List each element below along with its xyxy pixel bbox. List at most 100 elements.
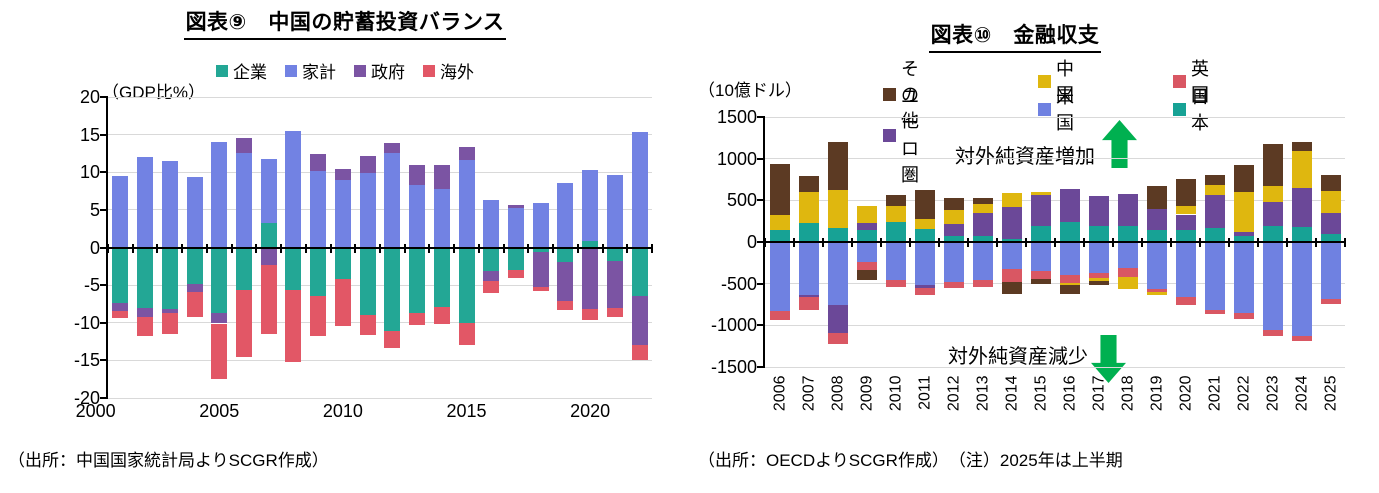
- bar-segment-企業: [260, 222, 277, 248]
- bar-segment-家計: [508, 208, 524, 248]
- left-chart-legend: 企業 家計 政府 海外: [65, 58, 625, 83]
- category-tick: [1112, 238, 1114, 247]
- legend-item-家計: 家計: [285, 58, 336, 83]
- legend-swatch-icon: [883, 128, 896, 142]
- bar-segment-日本: [1320, 234, 1341, 242]
- category-tick: [354, 243, 357, 253]
- bar-segment-日本: [1204, 227, 1225, 242]
- bar-segment-政府: [260, 247, 277, 265]
- bar-segment-政府: [211, 312, 228, 324]
- bar-segment-企業: [458, 247, 475, 323]
- legend-label: 中国: [1056, 59, 1074, 105]
- gridline: [108, 171, 652, 173]
- bar-segment-ユーロ圏: [972, 213, 993, 236]
- gridline: [108, 284, 652, 286]
- category-tick: [851, 238, 853, 247]
- gridline: [765, 199, 1345, 201]
- bar-segment-政府: [359, 156, 376, 173]
- gridline: [765, 324, 1345, 326]
- bar-segment-海外: [458, 322, 475, 346]
- legend-swatch-icon: [1038, 102, 1051, 116]
- legend-swatch-icon: [423, 64, 435, 77]
- bar-segment-英国: [1291, 336, 1312, 341]
- category-tick: [1141, 238, 1143, 247]
- bar-segment-その他: [1204, 174, 1225, 186]
- category-tick: [793, 238, 795, 247]
- y-axis-tick: [757, 157, 765, 160]
- x-tick-label: 2020: [570, 401, 611, 421]
- gridline: [765, 283, 1345, 285]
- left-chart-source: （出所：中国国家統計局よりSCGR作成）: [8, 451, 329, 470]
- bar-segment-家計: [631, 132, 648, 248]
- bar-segment-ユーロ圏: [914, 284, 935, 288]
- bar-segment-企業: [112, 247, 129, 304]
- y-axis-tick: [100, 359, 108, 362]
- y-axis-tick: [100, 321, 108, 324]
- bar-segment-米国: [972, 242, 993, 281]
- category-tick: [996, 238, 998, 247]
- x-tick-label: 2024: [1293, 375, 1310, 412]
- legend-item-政府: 政府: [354, 58, 405, 83]
- bar-segment-その他: [1088, 280, 1109, 285]
- bar-segment-家計: [483, 200, 500, 248]
- bar-segment-家計: [112, 176, 129, 248]
- bar-segment-中国: [1117, 277, 1138, 289]
- legend-label: 政府: [371, 63, 405, 82]
- bar-segment-海外: [310, 296, 327, 336]
- x-tick-label: 2016: [1061, 375, 1078, 412]
- legend-cell: 日本: [1173, 83, 1209, 135]
- bar-segment-中国: [1088, 277, 1109, 281]
- legend-cell: 英国: [1173, 55, 1209, 107]
- bar-segment-海外: [384, 331, 401, 349]
- category-tick: [304, 243, 307, 253]
- y-tick-label: 10: [79, 162, 100, 183]
- bar-segment-家計: [359, 173, 376, 248]
- legend-item-企業: 企業: [216, 58, 267, 83]
- bar-segment-企業: [161, 247, 178, 310]
- bar-segment-その他: [1059, 285, 1080, 294]
- legend-cell: 中国: [1038, 55, 1074, 107]
- bar-segment-海外: [334, 279, 351, 326]
- bar-segment-政府: [236, 137, 252, 154]
- category-tick: [626, 243, 629, 253]
- gridline: [108, 209, 652, 211]
- category-tick: [552, 243, 555, 253]
- bar-segment-英国: [798, 297, 819, 311]
- y-axis: [763, 117, 765, 367]
- net-foreign-assets-increase-label: 対外純資産増加: [955, 146, 1095, 168]
- bar-segment-企業: [211, 247, 228, 313]
- bar-segment-その他: [1175, 178, 1196, 207]
- legend-label: ユーロ圏: [901, 87, 919, 185]
- legend-cell: その他: [883, 55, 919, 133]
- y-axis-tick: [757, 366, 765, 368]
- gridline: [108, 96, 652, 98]
- bar-segment-ユーロ圏: [1262, 202, 1283, 227]
- bar-segment-英国: [914, 287, 935, 295]
- bar-segment-英国: [943, 281, 964, 289]
- bar-segment-家計: [384, 152, 401, 248]
- y-tick-label: -5: [83, 275, 100, 296]
- bar-segment-政府: [532, 252, 549, 288]
- bar-segment-家計: [557, 182, 574, 248]
- bar-segment-政府: [384, 142, 401, 153]
- gridline: [765, 158, 1345, 160]
- bar-segment-その他: [1146, 186, 1167, 210]
- bar-segment-海外: [137, 317, 154, 336]
- bar-segment-英国: [1320, 298, 1341, 304]
- bar-segment-米国: [1030, 242, 1051, 272]
- bar-segment-日本: [1175, 230, 1196, 242]
- bar-segment-企業: [285, 247, 302, 290]
- bar-segment-企業: [409, 247, 426, 313]
- y-axis-tick: [757, 116, 765, 118]
- category-tick: [131, 243, 134, 253]
- y-tick-label: 20: [79, 87, 100, 107]
- savings-investment-chart: 図表⑨ 中国の貯蓄投資バランス 企業 家計 政府 海外 （GDP比%） （出所：中国国…: [8, 11, 653, 470]
- category-tick: [453, 243, 456, 253]
- bar-segment-日本: [1262, 226, 1283, 242]
- bar-segment-日本: [1291, 226, 1312, 242]
- x-tick-label: 2023: [1264, 375, 1281, 412]
- bar-segment-海外: [112, 311, 129, 319]
- bar-segment-家計: [186, 176, 203, 248]
- bar-segment-日本: [972, 235, 993, 242]
- x-tick-label: 2005: [199, 401, 240, 421]
